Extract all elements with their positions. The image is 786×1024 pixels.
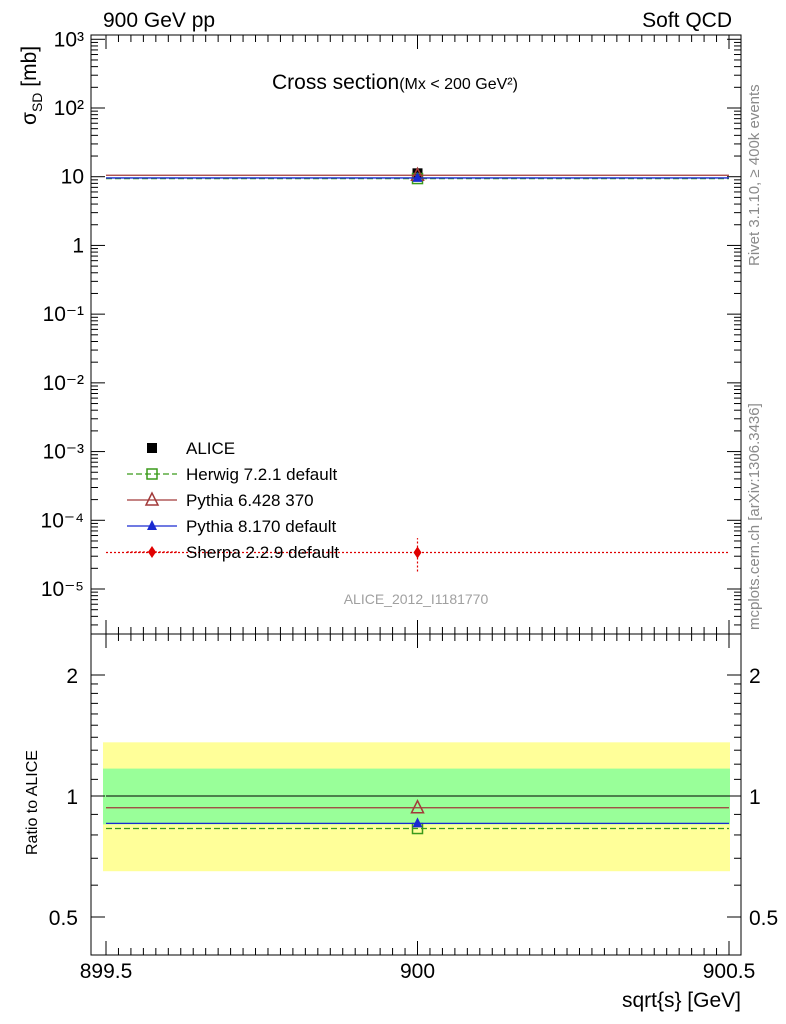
- ratio-xlabel: sqrt{s} [GeV]: [622, 989, 741, 1012]
- ratio-ytick-label-right: 0.5: [749, 907, 778, 930]
- ratio-series-marker-1: [410, 799, 425, 814]
- ratio-xtick-label: 900: [400, 960, 435, 983]
- main-ytick-label: 10²: [54, 97, 84, 120]
- legend-label-0: ALICE: [186, 439, 235, 458]
- rivet-version-label: Rivet 3.1.10, ≥ 400k events: [746, 84, 763, 266]
- main-ytick-label: 10⁻⁵: [41, 578, 84, 601]
- main-series-3: [412, 171, 423, 182]
- main-ytick-label: 10⁻³: [43, 441, 84, 464]
- ratio-ytick-label-right: 1: [749, 786, 761, 809]
- legend-marker-0: [147, 443, 157, 453]
- main-series-marker-3: [412, 171, 423, 182]
- ratio-frame: [90, 633, 742, 956]
- main-ylabel: σSD [mb]: [18, 46, 45, 125]
- main-ytick-label: 10³: [54, 28, 84, 51]
- main-ytick-label: 10⁻¹: [43, 303, 84, 326]
- main-ytick-label: 10⁻²: [43, 372, 84, 395]
- legend-marker-2: [144, 491, 160, 506]
- ratio-ytick-label: 2: [66, 665, 78, 688]
- ratio-xtick-label: 900.5: [703, 960, 756, 983]
- ratio-xtick-label: 899.5: [80, 960, 133, 983]
- main-series-marker-4: [413, 546, 422, 559]
- legend-label-4: Sherpa 2.2.9 default: [186, 543, 339, 562]
- legend-marker-1: [146, 468, 158, 480]
- legend-marker-4: [148, 546, 156, 558]
- main-series-4: [413, 538, 422, 572]
- ratio-ytick-label: 1: [66, 786, 78, 809]
- analysis-watermark: ALICE_2012_I1181770: [344, 591, 489, 607]
- ratio-series-marker-2: [412, 817, 423, 828]
- header-right-label: Soft QCD: [642, 9, 732, 32]
- ratio-ytick-label-right: 2: [749, 665, 761, 688]
- legend-label-2: Pythia 6.428 370: [186, 491, 314, 510]
- header-left-label: 900 GeV pp: [103, 9, 216, 32]
- mcplots-reference-label: mcplots.cern.ch [arXiv:1306.3436]: [746, 403, 763, 630]
- ratio-ylabel: Ratio to ALICE: [24, 750, 41, 855]
- chart-title: Cross section(Mx < 200 GeV²): [272, 71, 518, 94]
- main-ytick-label: 10: [61, 166, 84, 189]
- legend-label-1: Herwig 7.2.1 default: [186, 465, 337, 484]
- ratio-ytick-label: 0.5: [49, 907, 78, 930]
- main-ytick-label: 10⁻⁴: [41, 509, 84, 532]
- legend-label-3: Pythia 8.170 default: [186, 517, 337, 536]
- legend-marker-3: [147, 520, 157, 530]
- main-ytick-label: 1: [72, 234, 84, 257]
